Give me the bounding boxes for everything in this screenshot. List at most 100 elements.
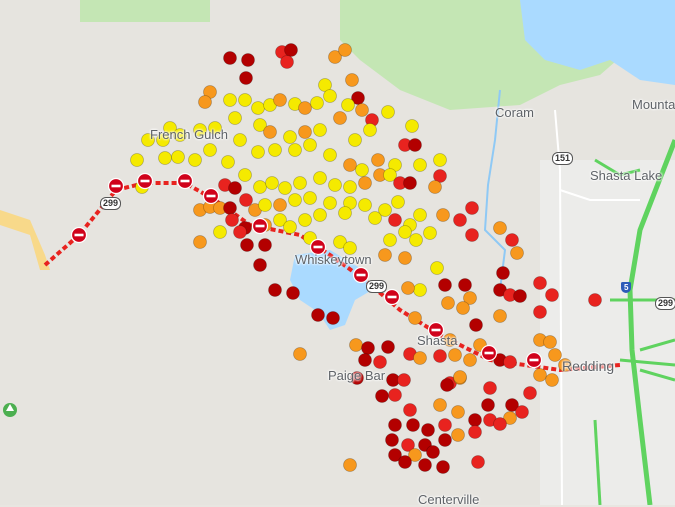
map-marker-icon[interactable] [436, 208, 450, 222]
map-marker-icon[interactable] [545, 288, 559, 302]
map-marker-icon[interactable] [413, 283, 427, 297]
map-marker-icon[interactable] [421, 423, 435, 437]
map-marker-icon[interactable] [225, 213, 239, 227]
map-marker-icon[interactable] [273, 93, 287, 107]
map-marker-icon[interactable] [378, 203, 392, 217]
map-marker-icon[interactable] [293, 347, 307, 361]
map-marker-icon[interactable] [465, 201, 479, 215]
map-marker-icon[interactable] [523, 386, 537, 400]
map-marker-icon[interactable] [258, 198, 272, 212]
map-marker-icon[interactable] [398, 251, 412, 265]
map-marker-icon[interactable] [253, 118, 267, 132]
map-marker-icon[interactable] [348, 133, 362, 147]
map-marker-icon[interactable] [298, 101, 312, 115]
map-marker-icon[interactable] [503, 355, 517, 369]
map-marker-icon[interactable] [238, 93, 252, 107]
road-closure-icon[interactable] [176, 172, 194, 190]
map-marker-icon[interactable] [588, 293, 602, 307]
map-marker-icon[interactable] [391, 195, 405, 209]
map-marker-icon[interactable] [493, 309, 507, 323]
map-marker-icon[interactable] [273, 198, 287, 212]
map-marker-icon[interactable] [438, 278, 452, 292]
map-marker-icon[interactable] [413, 351, 427, 365]
map-marker-icon[interactable] [471, 455, 485, 469]
map-marker-icon[interactable] [451, 405, 465, 419]
map-marker-icon[interactable] [288, 143, 302, 157]
map-marker-icon[interactable] [313, 123, 327, 137]
map-marker-icon[interactable] [318, 78, 332, 92]
map-marker-icon[interactable] [338, 43, 352, 57]
map-marker-icon[interactable] [355, 103, 369, 117]
map-marker-icon[interactable] [383, 233, 397, 247]
map-marker-icon[interactable] [440, 378, 454, 392]
map-marker-icon[interactable] [284, 43, 298, 57]
map-marker-icon[interactable] [493, 221, 507, 235]
map-marker-icon[interactable] [233, 133, 247, 147]
map-marker-icon[interactable] [545, 373, 559, 387]
map-marker-icon[interactable] [345, 73, 359, 87]
map-marker-icon[interactable] [278, 181, 292, 195]
map-marker-icon[interactable] [253, 258, 267, 272]
map-marker-icon[interactable] [428, 180, 442, 194]
map-marker-icon[interactable] [401, 438, 415, 452]
road-closure-icon[interactable] [352, 266, 370, 284]
map-marker-icon[interactable] [268, 283, 282, 297]
map-marker-icon[interactable] [510, 246, 524, 260]
map-marker-icon[interactable] [288, 193, 302, 207]
map-marker-icon[interactable] [398, 455, 412, 469]
map-marker-icon[interactable] [313, 171, 327, 185]
road-closure-icon[interactable] [70, 226, 88, 244]
map-marker-icon[interactable] [513, 289, 527, 303]
map-marker-icon[interactable] [311, 308, 325, 322]
map-marker-icon[interactable] [298, 125, 312, 139]
map-marker-icon[interactable] [388, 388, 402, 402]
map-marker-icon[interactable] [193, 123, 207, 137]
map-marker-icon[interactable] [515, 405, 529, 419]
map-marker-icon[interactable] [223, 51, 237, 65]
map-marker-icon[interactable] [358, 176, 372, 190]
map-marker-icon[interactable] [413, 208, 427, 222]
road-closure-icon[interactable] [202, 187, 220, 205]
map-marker-icon[interactable] [381, 105, 395, 119]
map-marker-icon[interactable] [548, 348, 562, 362]
map-marker-icon[interactable] [333, 235, 347, 249]
map-marker-icon[interactable] [463, 353, 477, 367]
map-marker-icon[interactable] [355, 163, 369, 177]
road-closure-icon[interactable] [136, 172, 154, 190]
map-marker-icon[interactable] [406, 418, 420, 432]
map-marker-icon[interactable] [310, 96, 324, 110]
map-marker-icon[interactable] [385, 433, 399, 447]
map-marker-icon[interactable] [338, 206, 352, 220]
map-marker-icon[interactable] [413, 158, 427, 172]
map-marker-icon[interactable] [238, 168, 252, 182]
map-marker-icon[interactable] [493, 417, 507, 431]
map-marker-icon[interactable] [350, 371, 364, 385]
map-marker-icon[interactable] [453, 370, 467, 384]
map-marker-icon[interactable] [333, 111, 347, 125]
map-marker-icon[interactable] [258, 238, 272, 252]
map-marker-icon[interactable] [323, 89, 337, 103]
map-marker-icon[interactable] [408, 311, 422, 325]
map-marker-icon[interactable] [193, 235, 207, 249]
map-marker-icon[interactable] [358, 353, 372, 367]
map-marker-icon[interactable] [253, 180, 267, 194]
map-marker-icon[interactable] [343, 241, 357, 255]
map-marker-icon[interactable] [403, 176, 417, 190]
map-marker-icon[interactable] [343, 180, 357, 194]
map-marker-icon[interactable] [251, 145, 265, 159]
map-marker-icon[interactable] [349, 338, 363, 352]
map-marker-icon[interactable] [283, 130, 297, 144]
map-marker-icon[interactable] [198, 95, 212, 109]
map-marker-icon[interactable] [361, 341, 375, 355]
map-marker-icon[interactable] [533, 305, 547, 319]
map-marker-icon[interactable] [273, 213, 287, 227]
map-marker-icon[interactable] [203, 143, 217, 157]
map-marker-icon[interactable] [375, 389, 389, 403]
map-marker-icon[interactable] [358, 198, 372, 212]
map-marker-icon[interactable] [463, 291, 477, 305]
map-marker-icon[interactable] [373, 355, 387, 369]
map-marker-icon[interactable] [423, 226, 437, 240]
map-marker-icon[interactable] [408, 138, 422, 152]
map-marker-icon[interactable] [303, 191, 317, 205]
road-closure-icon[interactable] [427, 321, 445, 339]
